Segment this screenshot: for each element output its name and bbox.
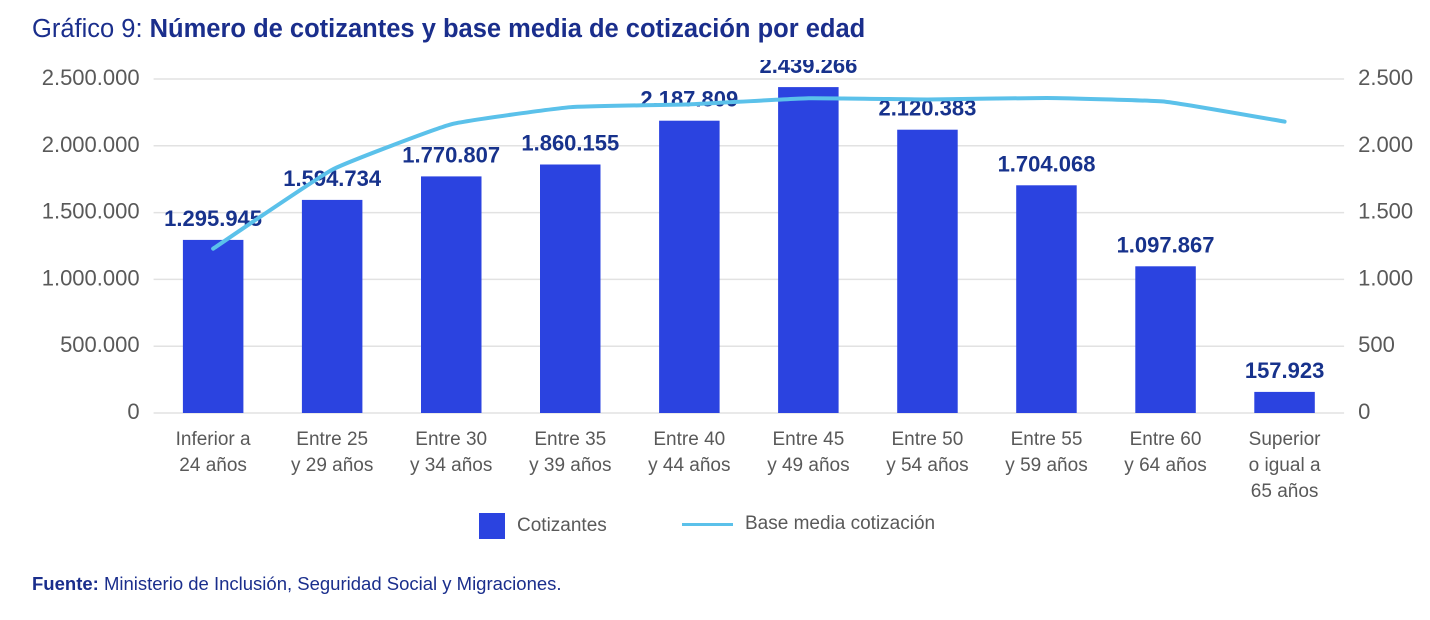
svg-text:y 29 años: y 29 años	[291, 455, 373, 476]
svg-text:y 34 años: y 34 años	[410, 455, 492, 476]
svg-text:0: 0	[127, 399, 139, 424]
svg-text:Entre 45: Entre 45	[772, 429, 844, 450]
svg-text:Entre 60: Entre 60	[1130, 429, 1202, 450]
svg-text:y 39 años: y 39 años	[529, 455, 611, 476]
svg-text:157.923: 157.923	[1245, 358, 1325, 383]
svg-text:1.500.000: 1.500.000	[42, 199, 140, 224]
svg-text:500: 500	[1358, 332, 1395, 357]
svg-text:Entre 35: Entre 35	[534, 429, 606, 450]
svg-text:Entre 25: Entre 25	[296, 429, 368, 450]
svg-text:65 años: 65 años	[1251, 481, 1319, 502]
svg-text:1.704.068: 1.704.068	[998, 151, 1096, 176]
svg-text:Entre 30: Entre 30	[415, 429, 487, 450]
svg-text:1.770.807: 1.770.807	[402, 142, 500, 167]
svg-text:2.187.809: 2.187.809	[640, 87, 738, 112]
svg-text:Entre 55: Entre 55	[1011, 429, 1083, 450]
svg-text:Superior: Superior	[1249, 429, 1321, 450]
svg-text:Entre 50: Entre 50	[891, 429, 963, 450]
svg-text:2.439.266: 2.439.266	[759, 60, 857, 78]
svg-text:Entre 40: Entre 40	[653, 429, 725, 450]
svg-text:1.500: 1.500	[1358, 199, 1413, 224]
svg-text:2.500: 2.500	[1358, 65, 1413, 90]
svg-text:2.500.000: 2.500.000	[42, 65, 140, 90]
svg-text:1.000.000: 1.000.000	[42, 265, 140, 290]
svg-text:2.000: 2.000	[1358, 132, 1413, 157]
svg-text:2.000.000: 2.000.000	[42, 132, 140, 157]
svg-text:y 44 años: y 44 años	[648, 455, 730, 476]
svg-text:o igual a: o igual a	[1249, 455, 1321, 476]
svg-text:Inferior a: Inferior a	[176, 429, 251, 450]
svg-text:y 49 años: y 49 años	[767, 455, 849, 476]
svg-text:y 59 años: y 59 años	[1005, 455, 1087, 476]
svg-text:1.000: 1.000	[1358, 265, 1413, 290]
svg-text:1.097.867: 1.097.867	[1117, 232, 1215, 257]
svg-text:500.000: 500.000	[60, 332, 140, 357]
svg-text:y 54 años: y 54 años	[886, 455, 968, 476]
svg-text:1.860.155: 1.860.155	[521, 131, 619, 156]
svg-text:y 64 años: y 64 años	[1124, 455, 1206, 476]
svg-text:0: 0	[1358, 399, 1370, 424]
svg-text:24 años: 24 años	[179, 455, 247, 476]
